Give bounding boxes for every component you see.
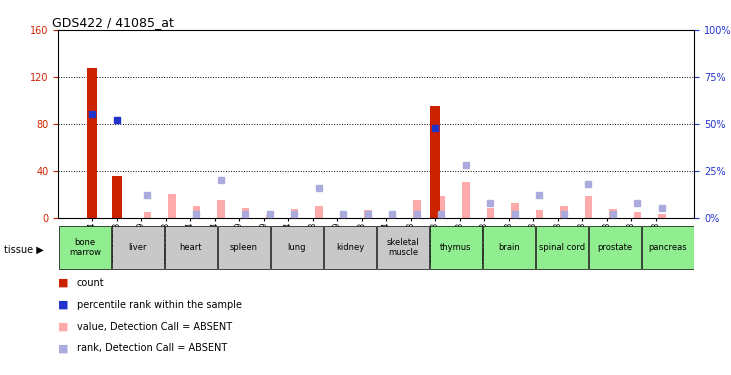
Text: count: count [77,278,105,288]
Bar [59,226,111,269]
Text: thymus: thymus [440,243,471,252]
Text: ■: ■ [58,278,69,288]
Text: rank, Detection Call = ABSENT: rank, Detection Call = ABSENT [77,344,227,353]
Bar [430,226,482,269]
Bar [560,206,567,218]
Bar [462,182,469,218]
Text: ■: ■ [58,300,69,310]
Text: spleen: spleen [230,243,258,252]
Bar [266,215,273,217]
Bar [585,196,592,217]
Bar [340,211,347,217]
Bar [389,215,396,217]
Bar [315,206,322,218]
Bar [324,226,376,269]
Text: GDS422 / 41085_at: GDS422 / 41085_at [52,16,174,29]
Text: kidney: kidney [336,243,364,252]
Bar [431,106,440,218]
Text: percentile rank within the sample: percentile rank within the sample [77,300,242,310]
Bar [291,209,298,218]
Bar [271,226,323,269]
Text: spinal cord: spinal cord [539,243,585,252]
Text: bone
marrow: bone marrow [69,238,101,257]
Bar [609,209,616,218]
Bar [658,214,665,217]
Bar [536,210,543,218]
Bar [112,177,121,218]
Text: prostate: prostate [597,243,632,252]
Text: value, Detection Call = ABSENT: value, Detection Call = ABSENT [77,322,232,332]
Bar [168,194,175,217]
Text: lung: lung [288,243,306,252]
Bar [589,226,641,269]
Bar [487,208,494,218]
Text: ■: ■ [58,344,69,353]
Bar [413,200,420,217]
Bar [88,68,97,218]
Bar [364,210,371,218]
Bar [377,226,429,269]
Text: pancreas: pancreas [648,243,687,252]
Text: tissue ▶: tissue ▶ [4,244,43,254]
Bar [511,203,518,217]
Bar [483,226,535,269]
Bar [242,208,249,218]
Bar [642,226,694,269]
Bar [634,211,641,217]
Bar [218,226,270,269]
Bar [217,200,224,217]
Bar [536,226,588,269]
Bar [193,206,200,218]
Text: heart: heart [180,243,202,252]
Bar [438,196,445,217]
Text: brain: brain [498,243,520,252]
Text: liver: liver [129,243,147,252]
Bar [112,226,164,269]
Bar [144,211,151,217]
Text: skeletal
muscle: skeletal muscle [387,238,420,257]
Text: ■: ■ [58,322,69,332]
Bar [165,226,217,269]
